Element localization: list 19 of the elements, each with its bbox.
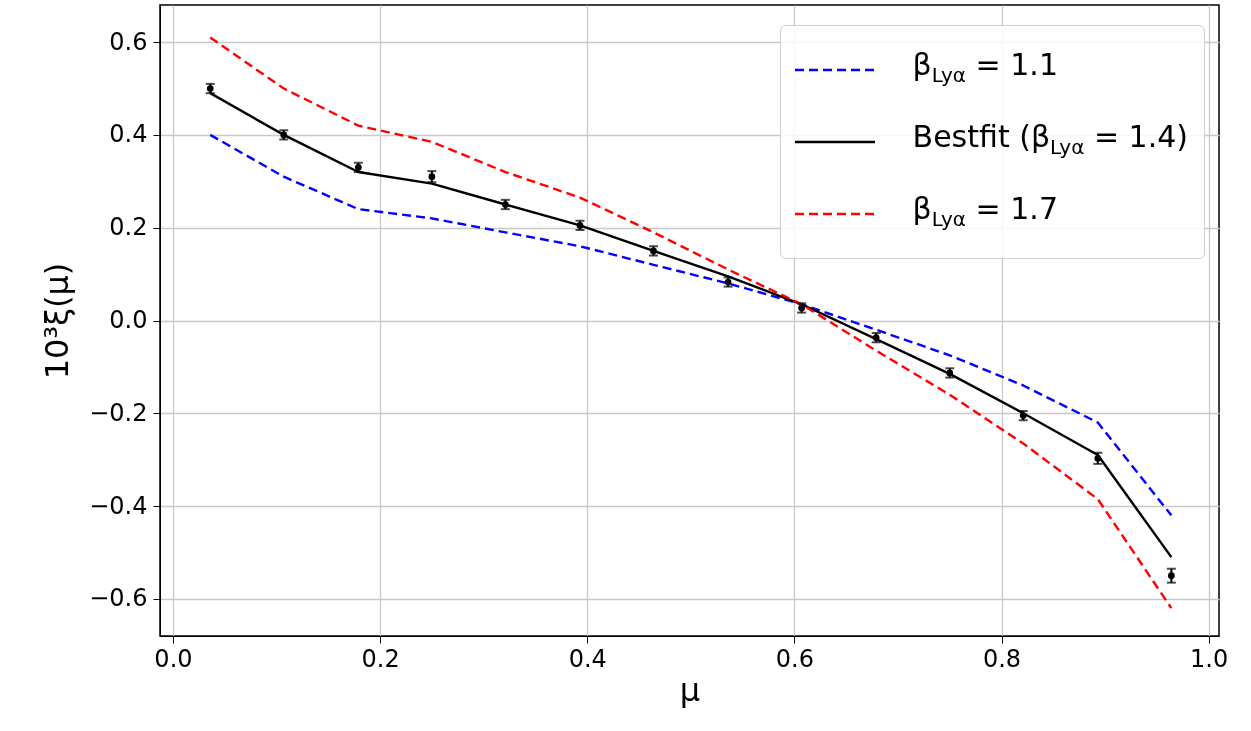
y-tick-label: −0.4 — [89, 491, 148, 520]
y-axis-title: 10³ξ(μ) — [38, 262, 77, 380]
point — [1168, 572, 1175, 580]
legend-label: Bestfit (β$_{Lyα}$ = 1.4) — [912, 118, 1188, 161]
x-tick-label: 0.8 — [982, 644, 1022, 673]
x-tick-label: 0.0 — [154, 644, 193, 673]
y-tick-label: −0.2 — [89, 398, 148, 427]
y-tick-label: 0.2 — [109, 213, 148, 242]
x-tick-label: 1.0 — [1190, 644, 1229, 673]
x-tick-label: 0.2 — [361, 644, 400, 673]
y-tick-label: 0.0 — [109, 306, 148, 334]
y-tick-label: 0.6 — [109, 27, 148, 56]
y-tick-label: 0.4 — [109, 120, 148, 149]
legend-label: β$_{Lyα}$ = 1.7 — [912, 190, 1058, 233]
y-tick-label: −0.6 — [89, 584, 148, 613]
x-tick-label: 0.4 — [568, 644, 607, 673]
x-tick-label: 0.6 — [775, 644, 814, 673]
legend-label: β$_{Lyα}$ = 1.1 — [912, 46, 1058, 89]
x-axis-title: μ — [679, 670, 701, 709]
